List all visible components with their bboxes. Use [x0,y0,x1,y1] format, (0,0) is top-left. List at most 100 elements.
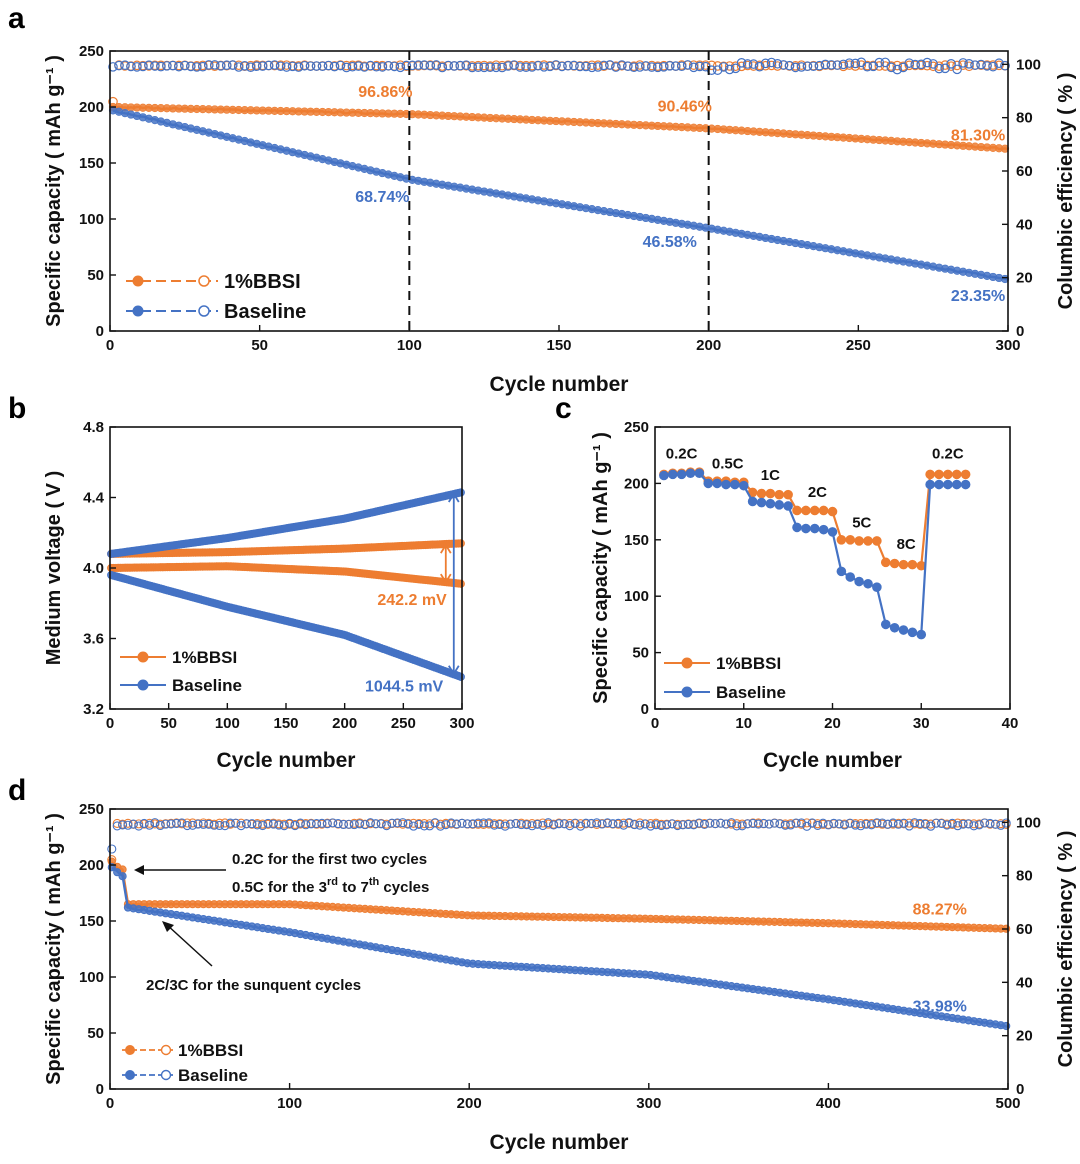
panel-a-ce-point-blue [180,60,190,71]
panel-a-ce-point-blue [377,62,388,72]
panel-a-ce-point-blue [766,57,777,68]
panel-d-x-tick-label: 300 [636,1095,661,1112]
panel-a-ce-point-blue [162,61,172,71]
panel-d-ce-point-orange [112,818,122,828]
panel-b-x-tick-label: 50 [160,715,177,732]
panel-a-ce-point-blue [623,61,633,71]
panel-a-ce-point-orange [724,61,735,71]
panel-a-ce-point-blue [138,61,148,72]
panel-a-y-axis-title: Specific capacity ( mAh g⁻¹ ) [43,55,65,327]
panel-d-x-tick-label: 500 [995,1095,1020,1112]
panel-d-ce-point-blue [683,819,693,830]
panel-a-ce-point-blue [928,59,938,69]
panel-a-ce-point-blue [1000,60,1010,71]
panel-d-y2-tick-label: 0 [1016,1081,1024,1098]
panel-d-y-tick-label: 0 [96,1081,104,1098]
panel-a-ce-point-blue [551,60,561,70]
panel-a-ce-point-blue [365,60,376,71]
panel-c-series-point-blue [667,469,678,480]
panel-d-ce-point-orange [182,818,192,828]
panel-a-ce-point-blue [706,65,717,75]
panel-b-x-axis-title: Cycle number [217,749,356,772]
panel-a-ce-point-blue [862,61,873,72]
panel-a-x-tick-label: 250 [846,337,871,354]
panel-d-y2-tick-label: 40 [1016,974,1033,991]
panel-d-ce-point-blue [608,819,618,829]
panel-c-series-point-orange [809,505,820,516]
panel-d-ce-point-orange [732,819,742,829]
panel-d-ce-point-blue [107,844,117,854]
panel-a-y2-tick-label: 100 [1016,56,1041,73]
panel-d-ce-point-blue [840,820,850,830]
panel-a-ce-point-orange [856,60,867,70]
panel-d-ce-point-blue [236,821,246,831]
panel-a-ce-point-blue [742,59,753,69]
panel-d-ce-point-blue [473,818,483,828]
panel-c-series-point-blue [659,470,669,481]
note2-sup2: th [369,876,380,888]
panel-d-ce-point-blue [672,820,683,831]
panel-a-ce-point-blue [347,61,358,72]
panel-a-ce-point-blue [850,58,861,69]
panel-a-ce-point-blue [335,60,346,71]
panel-d-y-tick-label: 200 [79,857,104,874]
panel-d-ce-point-blue [392,818,402,828]
panel-c-series-point-blue [685,468,696,479]
panel-c-series-point-blue [818,524,829,535]
panel-d-ce-point-blue [435,821,446,831]
panel-d-ce-point-blue [775,819,785,829]
panel-a-ce-point-blue [293,62,304,72]
panel-d-ce-point-blue [969,821,979,831]
panel-a-ce-point-blue [407,60,418,71]
panel-d-retention-label: 88.27% [913,901,967,918]
note2-sup1: rd [327,876,338,888]
panel-d-ce-point-blue [926,821,936,831]
panel-d-ce-point-blue [980,818,990,828]
panel-d-ce-point-blue [398,818,408,828]
panel-c-series-point-blue [916,629,927,640]
panel-d-ce-point-orange [565,818,575,829]
panel-d-ce-point-blue [241,819,252,829]
panel-d-ce-point-blue [279,821,289,831]
panel-a-ce-point-blue [892,64,903,75]
panel-d-ce-point-blue [845,818,855,828]
panel-c-series-point-orange [792,505,802,516]
panel-b-chart: 0 50 100 150 200 250 300 3.2 3.6 4.0 4.4 4.8 Cycle … [43,419,475,772]
panel-d-ce-point-blue [150,818,160,828]
panel-c-series-point-blue [747,496,758,507]
panel-d-ce-point-orange [419,818,429,829]
panel-a-x-tick-label: 100 [397,337,422,354]
panel-d-y2-tick-label: 100 [1016,814,1041,831]
panel-d-ce-point-blue [538,821,548,831]
panel-d-ce-point-orange [527,819,537,829]
panel-d-chart: 0 100 200 300 400 500050100150200250020406080… [43,801,1077,1154]
panel-a-ce-point-blue [491,62,501,73]
panel-d-capacity-point-blue [113,868,122,877]
panel-c-series-point-orange [960,469,971,480]
panel-d-ce-point-blue [883,819,893,829]
panel-d-ce-point-blue [220,821,230,831]
panel-d-ce-point-blue [694,818,704,828]
panel-d-ce-point-blue [139,818,149,829]
panel-a-x-tick-label: 150 [546,337,571,354]
panel-a-ce-point-blue [581,61,591,72]
panel-a-ce-point-blue [946,59,956,69]
panel-c-series-point-orange [827,506,838,517]
panel-c-rate-label: 8C [897,536,916,553]
panel-d-ce-point-blue [468,819,478,829]
panel-c-y-axis-title: Specific capacity ( mAh g⁻¹ ) [590,432,612,704]
panel-a-ce-point-blue [443,60,454,71]
panel-d-ce-point-blue [893,819,903,829]
panel-a-x-tick-label: 200 [696,337,721,354]
panel-d-ce-point-blue [699,819,710,829]
panel-d-ce-point-blue [931,818,941,828]
panel-a-orange-legend-filled-marker [132,275,144,287]
panel-a-ce-point-blue [401,60,412,71]
panel-a-y2-axis-title: Columbic efficiency ( % ) [1055,73,1077,310]
panel-c-series-point-blue [951,479,962,490]
panel-a-ce-point-blue [227,60,238,70]
panel-d-ce-point-blue [764,819,774,829]
panel-c-series-point-blue [703,478,714,489]
panel-c-series-point-orange [854,536,864,546]
panel-d-ce-point-blue [231,818,241,828]
